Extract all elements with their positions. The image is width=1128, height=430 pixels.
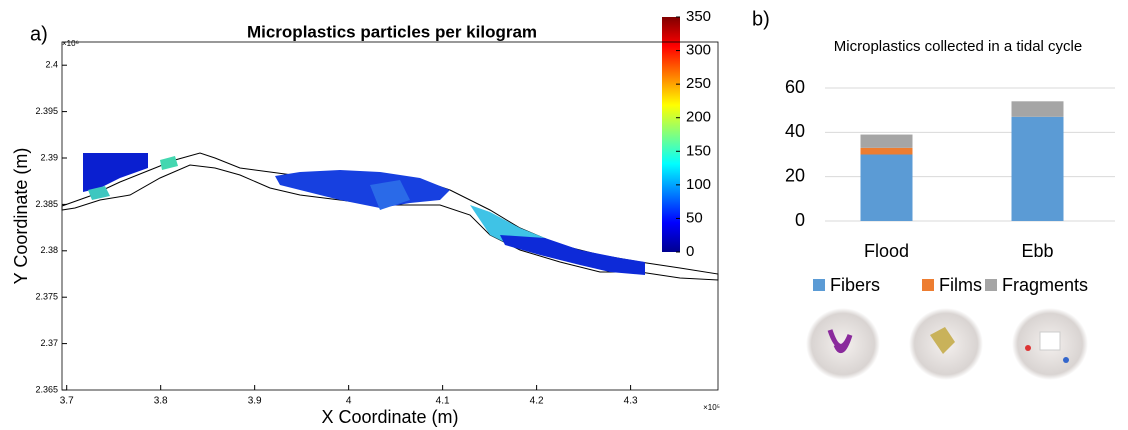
bar-segment <box>860 154 913 221</box>
chart-title: Microplastics particles per kilogram <box>247 22 537 41</box>
x-tick-label: 4 <box>346 396 352 407</box>
x-tick-label: Flood <box>864 241 909 261</box>
colorbar-tick-label: 0 <box>686 243 694 260</box>
y-tick-label: 2.38 <box>40 245 58 255</box>
y-tick-label: 2.375 <box>35 292 58 302</box>
x-exponent: ×10⁵ <box>703 403 720 412</box>
x-tick-label: 3.7 <box>60 396 74 407</box>
legend-swatch <box>985 279 997 291</box>
y-tick-label: 2.395 <box>35 106 58 116</box>
colorbar-tick-label: 250 <box>686 75 711 92</box>
colorbar <box>662 17 680 252</box>
x-axis-title: X Coordinate (m) <box>321 407 458 427</box>
x-tick-label: 3.9 <box>248 396 262 407</box>
y-tick-label: 2.385 <box>35 199 58 209</box>
colorbar-tick-label: 300 <box>686 42 711 59</box>
bar-segment <box>1011 116 1064 221</box>
y-tick-label: 2.365 <box>35 384 58 394</box>
legend-swatch <box>813 279 825 291</box>
x-tick-label: 4.1 <box>436 396 450 407</box>
y-tick-label: 2.37 <box>40 338 58 348</box>
colorbar-tick-label: 150 <box>686 142 711 159</box>
chart-title: Microplastics collected in a tidal cycle <box>834 38 1082 55</box>
x-tick-label: Ebb <box>1021 241 1053 261</box>
plot-frame <box>61 41 719 391</box>
colorbar-tick-label: 100 <box>686 176 711 193</box>
river-map <box>61 152 719 281</box>
y-tick-label: 60 <box>785 77 805 97</box>
colorbar-tick-label: 200 <box>686 109 711 126</box>
x-tick-label: 4.2 <box>530 396 544 407</box>
y-exponent: ×10⁶ <box>62 39 79 48</box>
bar-segment <box>860 134 913 148</box>
y-tick-label: 2.4 <box>45 60 58 70</box>
y-tick-label: 0 <box>795 210 805 230</box>
bar-segment <box>860 147 913 155</box>
legend-label: Fragments <box>1002 275 1088 295</box>
bar-segment <box>1011 101 1064 117</box>
panel-label: a) <box>30 23 48 45</box>
sample-photos <box>806 308 1088 380</box>
legend-label: Films <box>939 275 982 295</box>
y-tick-label: 2.39 <box>40 152 58 162</box>
colorbar-tick-label: 350 <box>686 8 711 25</box>
legend-label: Fibers <box>830 275 880 295</box>
x-tick-label: 4.3 <box>624 396 638 407</box>
legend-swatch <box>922 279 934 291</box>
panel-label: b) <box>752 8 770 30</box>
colorbar-tick-label: 50 <box>686 209 703 226</box>
y-tick-label: 20 <box>785 165 805 185</box>
y-axis-title: Y Coordinate (m) <box>11 148 31 285</box>
x-tick-label: 3.8 <box>154 396 168 407</box>
y-tick-label: 40 <box>785 121 805 141</box>
